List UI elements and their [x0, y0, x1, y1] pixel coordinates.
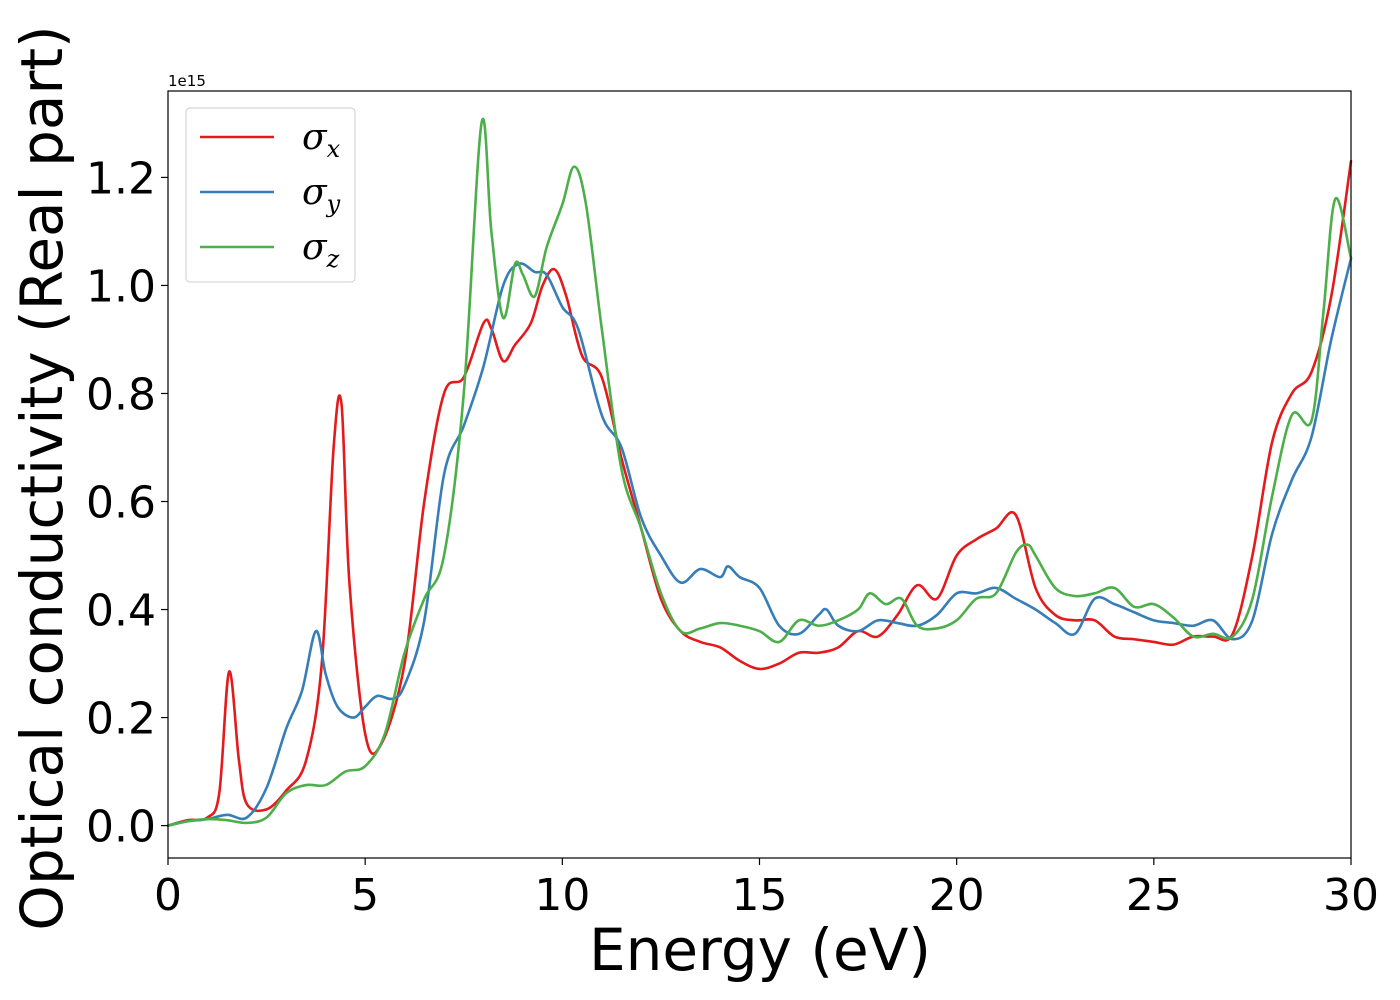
legend-label-x: σx: [302, 117, 341, 163]
y-tick-label: 0.8: [86, 369, 156, 420]
legend-label-y: σy: [302, 172, 341, 218]
legend-label-z: σz: [302, 227, 340, 273]
x-axis: 0 5 10 15 20 25 30: [154, 858, 1379, 921]
series-line-y: [166, 257, 1353, 827]
y-tick-label: 0.2: [86, 694, 156, 745]
y-tick-label: 0.6: [86, 478, 156, 529]
y-axis-label: Optical conductivity (Real part): [8, 25, 76, 930]
y-tick-label: 1.2: [86, 153, 156, 204]
series-line-x: [166, 159, 1353, 827]
y-offset-label: 1e15: [168, 72, 206, 90]
series-line-z: [166, 118, 1353, 827]
y-tick-label: 0.0: [86, 802, 156, 853]
x-axis-label: Energy (eV): [589, 916, 931, 984]
legend-box: [185, 107, 356, 283]
y-tick-label: 1.0: [86, 261, 156, 312]
legend: σx σy σz: [185, 107, 356, 283]
series-layer: [166, 118, 1353, 827]
x-tick-label: 0: [154, 870, 182, 921]
x-tick-label: 20: [929, 870, 985, 921]
x-tick-label: 25: [1126, 870, 1182, 921]
x-tick-label: 10: [534, 870, 590, 921]
x-tick-label: 15: [732, 870, 788, 921]
x-tick-label: 5: [351, 870, 379, 921]
y-axis: 0.0 0.2 0.4 0.6 0.8 1.0 1.2: [86, 153, 168, 853]
x-tick-label: 30: [1323, 870, 1379, 921]
y-tick-label: 0.4: [86, 586, 156, 637]
